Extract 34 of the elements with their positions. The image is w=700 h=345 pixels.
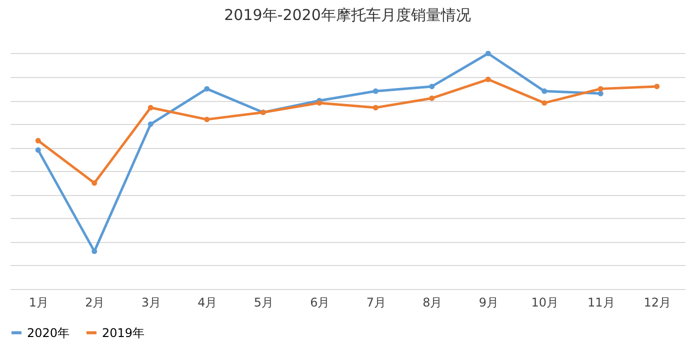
point xyxy=(92,180,98,186)
x-tick-label: 9月 xyxy=(478,296,498,310)
point xyxy=(148,121,154,127)
point xyxy=(542,88,548,94)
x-tick-label: 11月 xyxy=(587,296,615,310)
point xyxy=(35,147,41,153)
x-tick-label: 1月 xyxy=(28,296,48,310)
point xyxy=(542,100,548,106)
point xyxy=(429,84,435,90)
point xyxy=(372,88,378,94)
point xyxy=(35,138,41,144)
chart-title: 2019年-2020年摩托车月度销量情况 xyxy=(224,6,471,24)
x-tick-label: 10月 xyxy=(531,296,559,310)
point xyxy=(485,50,491,56)
point xyxy=(654,84,660,90)
x-tick-label: 7月 xyxy=(366,296,386,310)
x-tick-label: 5月 xyxy=(254,296,274,310)
x-tick-label: 3月 xyxy=(141,296,161,310)
legend-label: 2020年 xyxy=(27,326,70,340)
point xyxy=(204,116,210,122)
x-tick-label: 12月 xyxy=(644,296,672,310)
legend-label: 2019年 xyxy=(102,326,145,340)
point xyxy=(429,96,435,101)
x-tick-label: 6月 xyxy=(310,296,330,310)
x-tick-label: 4月 xyxy=(198,296,218,310)
point xyxy=(316,100,322,106)
point xyxy=(598,90,604,96)
point xyxy=(598,86,604,92)
point xyxy=(204,86,210,92)
point xyxy=(485,76,491,82)
point xyxy=(372,104,378,110)
x-tick-label: 8月 xyxy=(422,296,442,310)
point xyxy=(148,104,154,110)
x-tick-label: 2月 xyxy=(85,296,105,310)
